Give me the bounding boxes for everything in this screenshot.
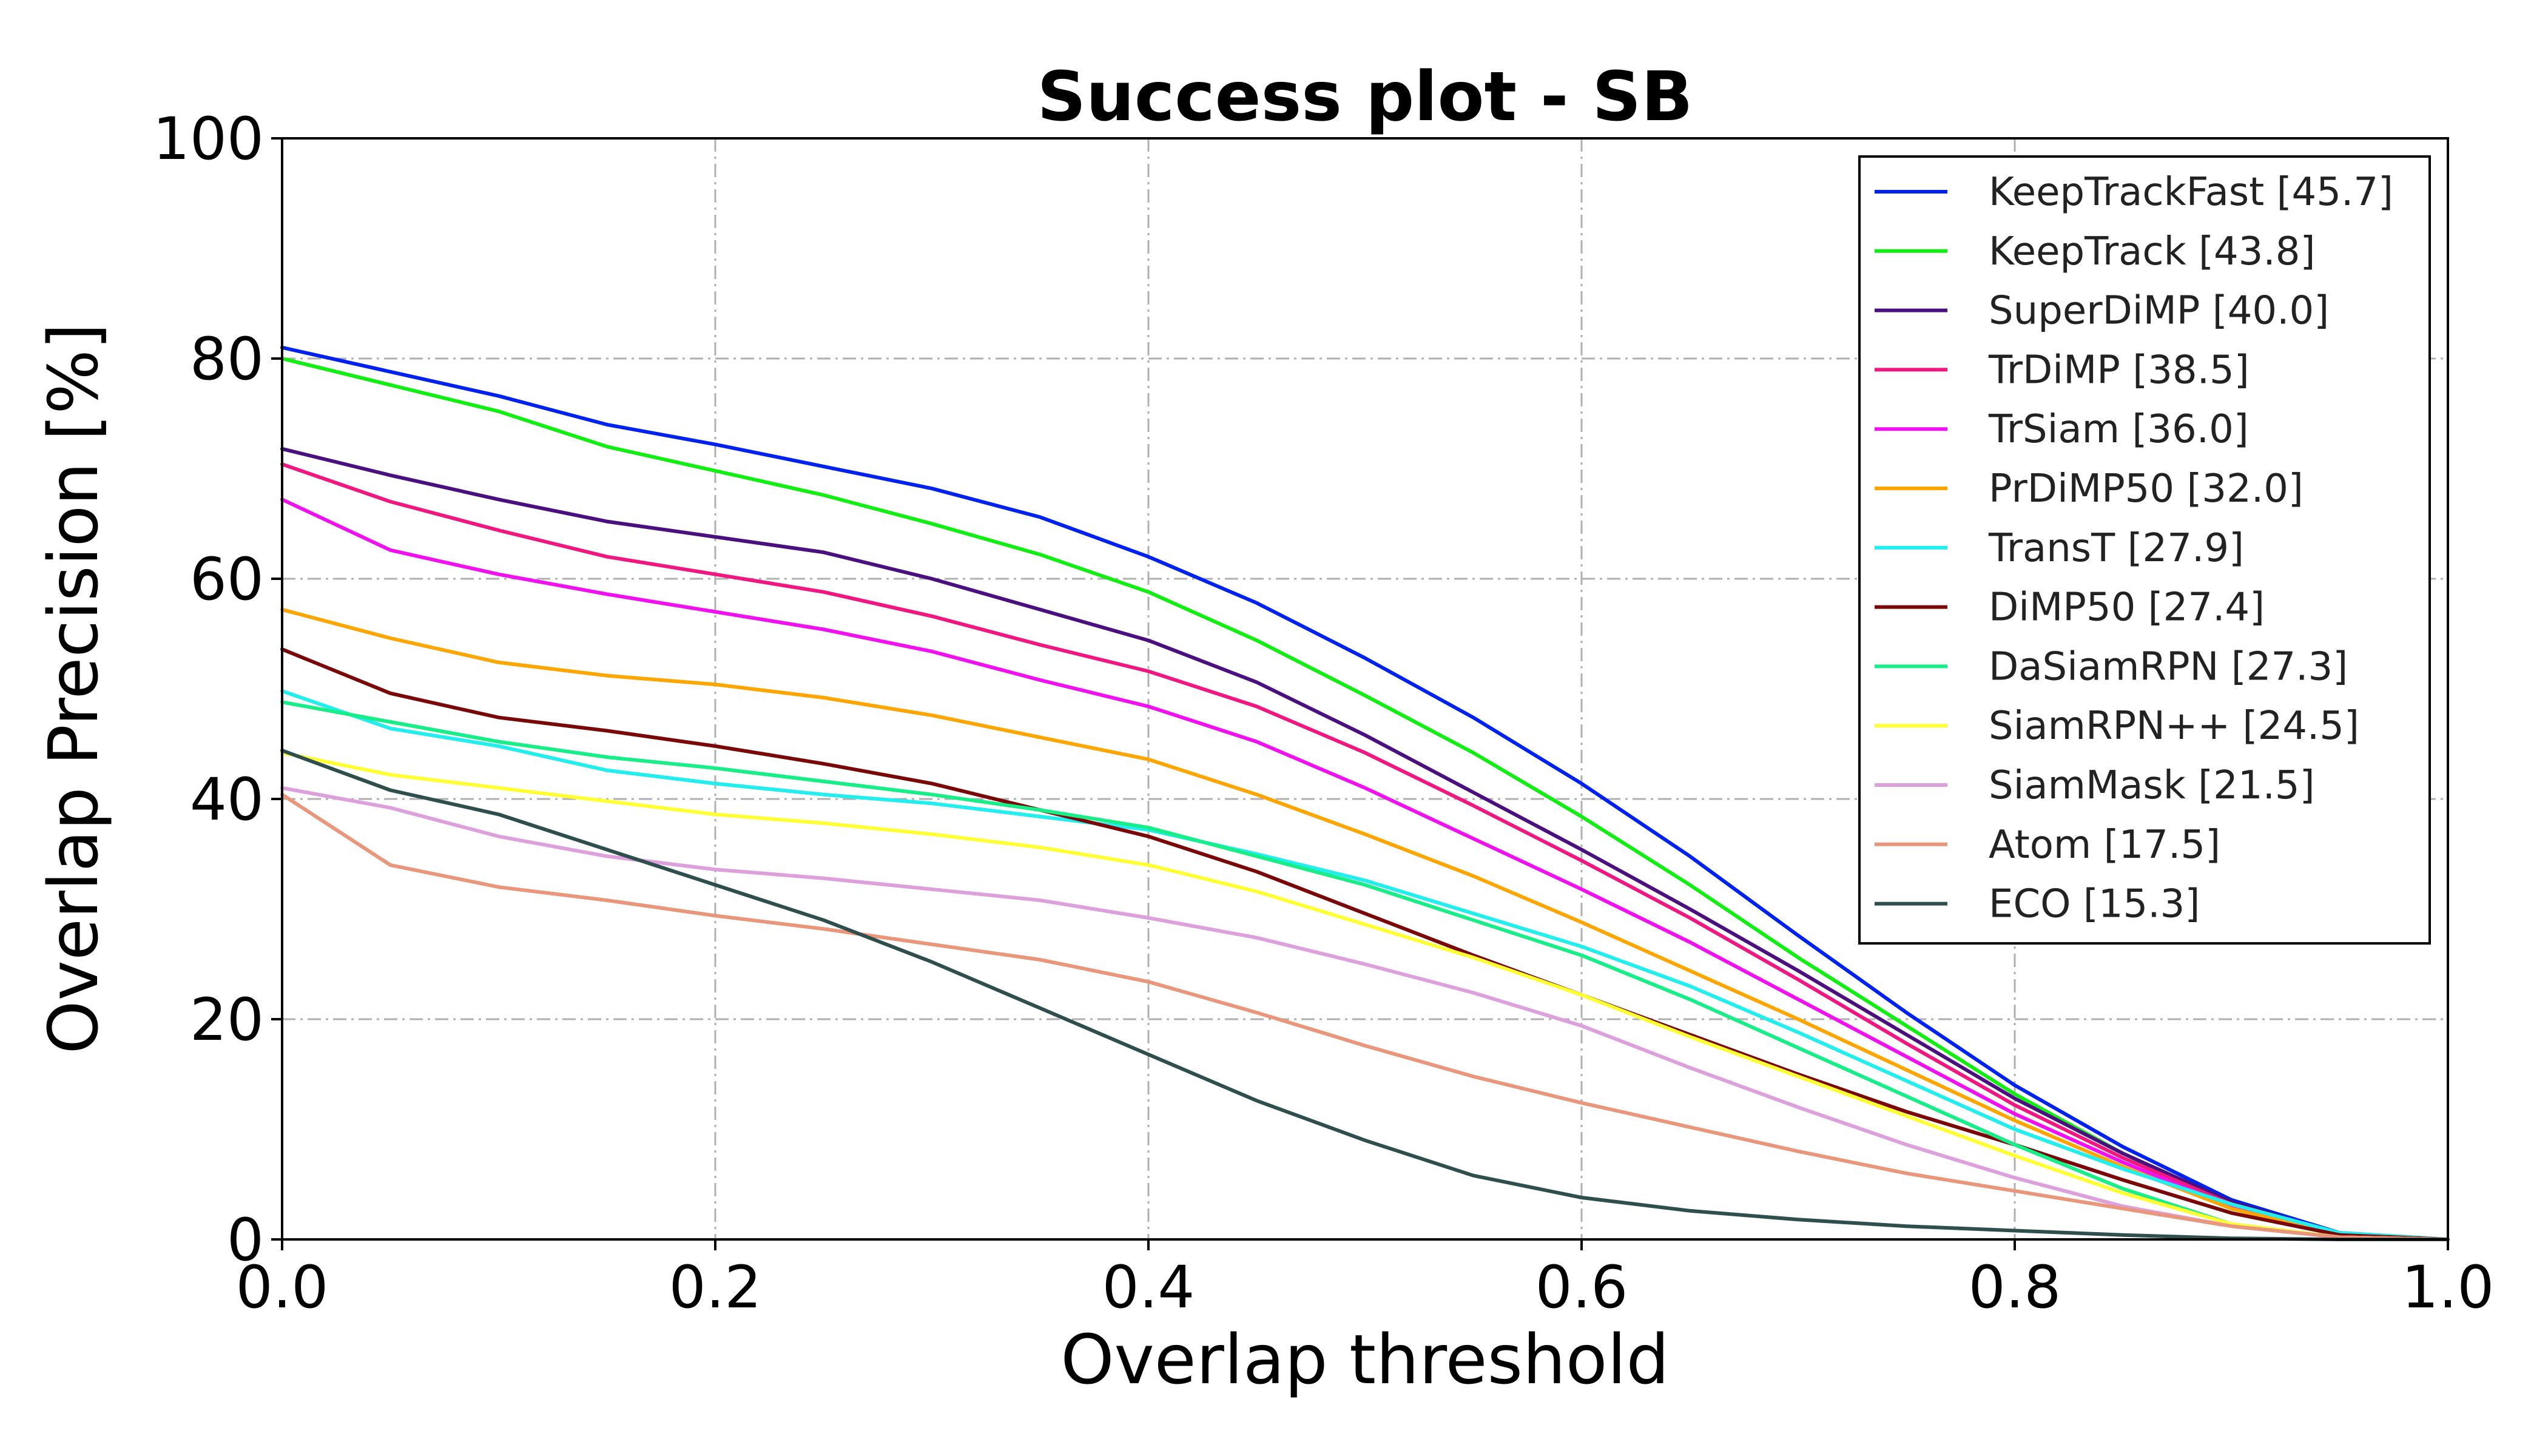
series-line-2 xyxy=(280,447,2450,1241)
legend-label: DiMP50 [27.4] xyxy=(1989,585,2265,630)
series-line-5 xyxy=(280,607,2450,1241)
x-tick-label: 0.4 xyxy=(1102,1253,1195,1321)
x-tick-label: 1.0 xyxy=(2402,1253,2495,1321)
series-line-11 xyxy=(280,792,2450,1241)
x-tick-label: 0.8 xyxy=(1969,1253,2061,1321)
y-tick-label: 40 xyxy=(190,766,264,834)
legend-box xyxy=(1858,155,2431,945)
series-line-9 xyxy=(280,750,2450,1241)
legend-label: SiamMask [21.5] xyxy=(1989,763,2315,808)
legend-label: ECO [15.3] xyxy=(1989,882,2200,927)
x-axis-label: Overlap threshold xyxy=(1060,1321,1669,1400)
legend-label: SuperDiMP [40.0] xyxy=(1989,289,2329,334)
series-line-0 xyxy=(280,345,2450,1241)
x-tick-label: 0.0 xyxy=(236,1253,329,1321)
x-tick-label: 0.2 xyxy=(669,1253,762,1321)
plot-area-frame xyxy=(281,137,2449,1241)
y-tick-label: 60 xyxy=(190,545,264,613)
legend-label: Atom [17.5] xyxy=(1989,823,2220,868)
series-lines xyxy=(280,345,2450,1241)
y-tick-label: 100 xyxy=(153,105,264,173)
y-tick-label: 0 xyxy=(227,1206,264,1274)
legend-label: SiamRPN++ [24.5] xyxy=(1989,704,2359,749)
series-line-12 xyxy=(280,749,2450,1241)
y-axis-ticks: 0 20 40 60 80 100 xyxy=(153,105,282,1274)
legend-label: TransT [27.9] xyxy=(1988,526,2244,571)
legend-label: PrDiMP50 [32.0] xyxy=(1989,467,2304,511)
legend-label: KeepTrack [43.8] xyxy=(1989,229,2315,274)
chart-title: Success plot - SB xyxy=(1037,58,1693,136)
y-tick-label: 80 xyxy=(190,325,264,393)
legend-label: TrDiMP [38.5] xyxy=(1988,348,2250,393)
x-tick-label: 0.6 xyxy=(1535,1253,1628,1321)
x-axis-ticks: 0.0 0.2 0.4 0.6 0.8 1.0 xyxy=(236,1239,2495,1321)
series-line-4 xyxy=(280,497,2450,1241)
legend: KeepTrackFast [45.7] KeepTrack [43.8] Supe… xyxy=(1858,155,2431,945)
series-line-7 xyxy=(280,647,2450,1241)
series-line-3 xyxy=(280,462,2450,1241)
legend-label: TrSiam [36.0] xyxy=(1988,407,2249,452)
y-axis-label: Overlap Precision [%] xyxy=(35,323,113,1054)
y-tick-label: 20 xyxy=(190,986,264,1054)
legend-label: DaSiamRPN [27.3] xyxy=(1989,644,2348,689)
legend-label: KeepTrackFast [45.7] xyxy=(1989,170,2393,215)
series-line-6 xyxy=(280,689,2450,1241)
series-line-8 xyxy=(280,700,2450,1241)
